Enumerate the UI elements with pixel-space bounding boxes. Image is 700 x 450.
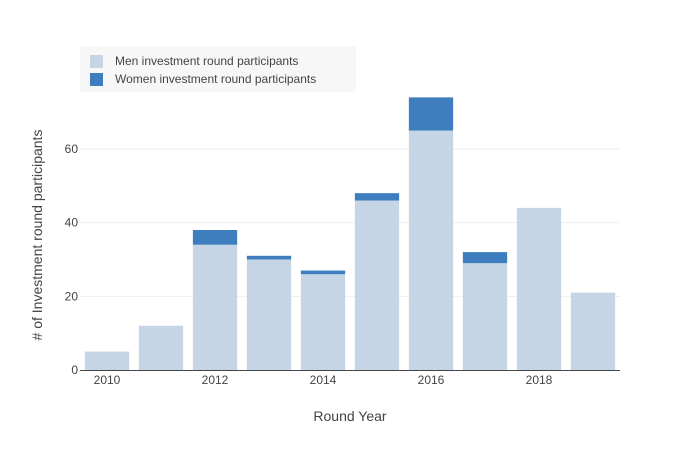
- legend-swatch-men: [90, 54, 103, 68]
- legend-item-men[interactable]: Men investment round participants: [90, 53, 298, 69]
- x-tick-label: 2014: [310, 373, 337, 387]
- x-tick-label: 2012: [202, 373, 229, 387]
- bar-men[interactable]: [246, 259, 292, 370]
- bar-women[interactable]: [462, 252, 508, 264]
- y-tick-label: 20: [65, 289, 79, 303]
- bar-men[interactable]: [192, 244, 238, 370]
- legend-label-women: Women investment round participants: [115, 72, 317, 86]
- bar-women[interactable]: [246, 255, 292, 260]
- legend: Men investment round participants Women …: [80, 46, 356, 92]
- bar-men[interactable]: [300, 274, 346, 370]
- y-tick-label: 40: [65, 216, 79, 230]
- legend-item-women[interactable]: Women investment round participants: [90, 71, 316, 87]
- y-tick-label: 60: [65, 142, 79, 156]
- bar-men[interactable]: [84, 351, 130, 370]
- x-tick-label: 2016: [418, 373, 445, 387]
- bar-women[interactable]: [408, 97, 454, 131]
- x-axis-title: Round Year: [313, 408, 387, 424]
- bar-men[interactable]: [354, 200, 400, 370]
- y-axis-ticks: 0 20 40 60: [65, 142, 79, 377]
- bar-women[interactable]: [192, 230, 238, 245]
- legend-swatch-women: [90, 72, 103, 86]
- bar-women[interactable]: [354, 193, 400, 201]
- bar-marks[interactable]: [84, 97, 616, 370]
- x-tick-label: 2010: [94, 373, 121, 387]
- bar-men[interactable]: [516, 207, 562, 370]
- bar-men[interactable]: [138, 325, 184, 370]
- legend-label-men: Men investment round participants: [115, 54, 299, 68]
- y-tick-label: 0: [71, 363, 78, 377]
- bar-men[interactable]: [462, 263, 508, 370]
- bar-women[interactable]: [300, 270, 346, 275]
- y-axis-title: # of Investment round participants: [29, 130, 45, 341]
- x-axis-ticks: 2010 2012 2014 2016 2018: [94, 373, 553, 387]
- x-tick-label: 2018: [526, 373, 553, 387]
- bar-men[interactable]: [408, 130, 454, 370]
- bar-men[interactable]: [570, 292, 616, 370]
